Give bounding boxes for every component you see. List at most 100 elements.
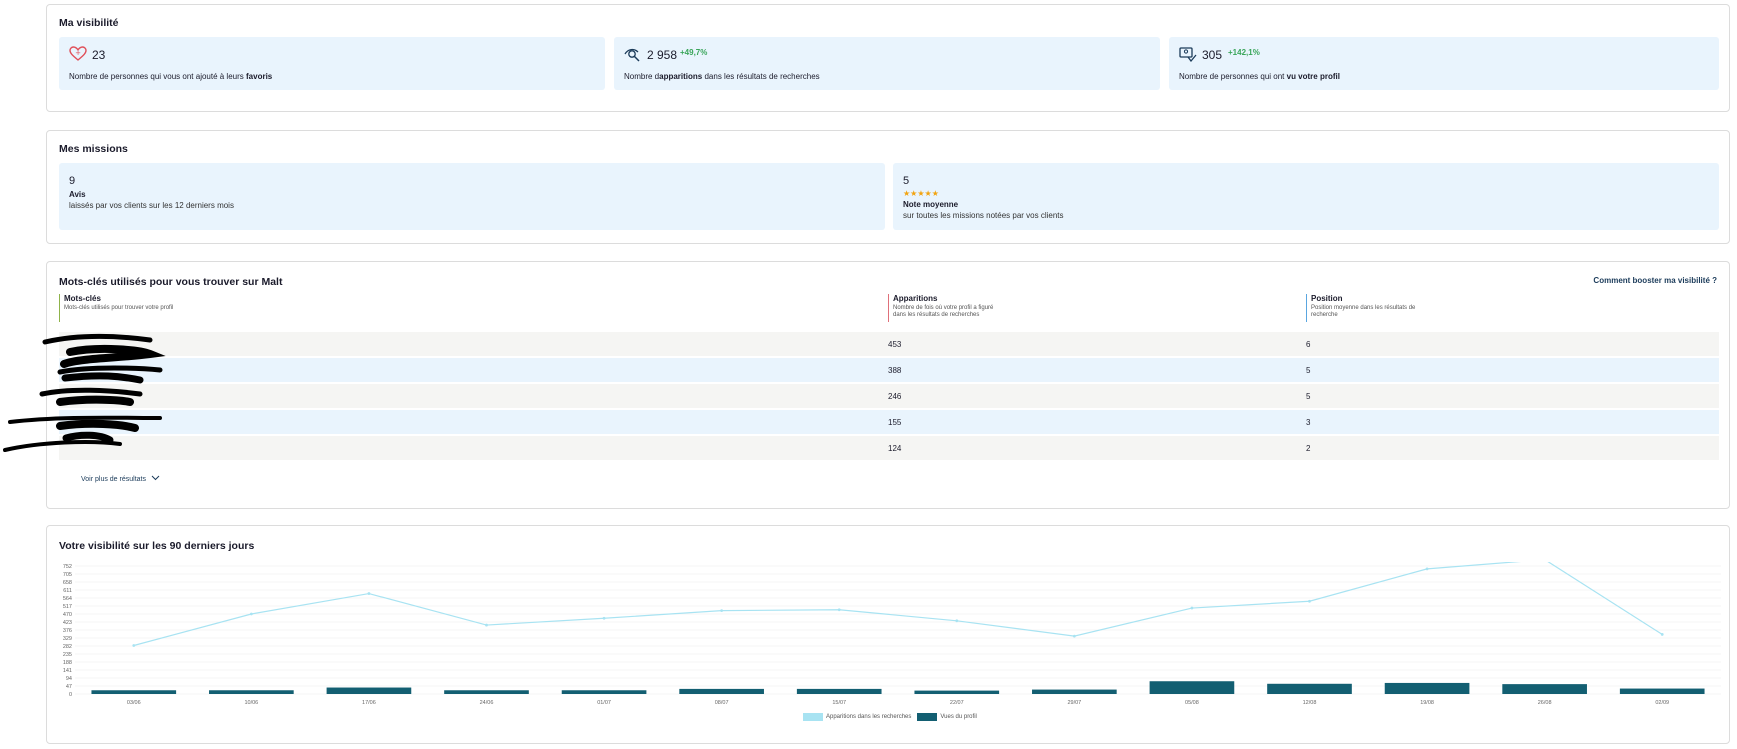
bar-views [209, 690, 294, 694]
point-appearances [249, 612, 253, 616]
reviews-value: 9 [69, 175, 76, 187]
rating-description: sur toutes les missions notées par vos c… [903, 211, 1064, 220]
legend-label-appearances: Apparitions dans les recherches [826, 714, 912, 720]
table-row: 155 3 [59, 410, 1719, 434]
appearances-stat: 2 958 +49,7% Nombre dapparitions dans le… [614, 37, 1160, 90]
y-tick-label: 517 [63, 604, 72, 610]
position-cell: 5 [1306, 392, 1311, 401]
x-tick-label: 24/06 [480, 700, 494, 706]
chevron-down-icon [151, 475, 160, 481]
table-row: 246 5 [59, 384, 1719, 408]
appearances-cell: 453 [888, 340, 902, 349]
x-tick-label: 03/06 [127, 700, 141, 706]
rating-stat: 5 ★★★★★ Note moyenne sur toutes les miss… [893, 163, 1719, 230]
keywords-title: Mots-clés utilisés pour vous trouver sur… [59, 276, 283, 288]
x-tick-label: 02/09 [1655, 700, 1669, 706]
y-tick-label: 329 [63, 636, 72, 642]
table-row: 124 2 [59, 436, 1719, 460]
column-position-title: Position [1311, 294, 1343, 303]
appearances-cell: 155 [888, 418, 902, 427]
position-cell: 5 [1306, 366, 1311, 375]
x-tick-label: 26/08 [1538, 700, 1552, 706]
y-tick-label: 752 [63, 564, 72, 570]
y-tick-label: 188 [63, 660, 72, 666]
point-appearances [485, 623, 488, 627]
profile-views-stat: 305 +142,1% Nombre de personnes qui ont … [1169, 37, 1719, 90]
see-more-results-button[interactable]: Voir plus de résultats [81, 475, 160, 483]
x-tick-label: 08/07 [715, 700, 729, 706]
heart-icon: + [69, 46, 87, 61]
y-tick-label: 0 [69, 692, 72, 698]
bar-views [796, 688, 882, 694]
legend-swatch-views [917, 713, 938, 721]
bar-views [914, 690, 1000, 694]
redaction-scribble [3, 334, 166, 452]
appearances-cell: 388 [888, 366, 902, 375]
profile-views-value: 305 [1202, 48, 1223, 62]
y-tick-label: 235 [63, 652, 72, 658]
favorites-value: 23 [92, 48, 106, 62]
profile-view-icon [1179, 47, 1197, 62]
bar-views [1149, 681, 1235, 694]
x-tick-label: 29/07 [1067, 700, 1081, 706]
bar-views [1267, 683, 1352, 694]
x-tick-label: 22/07 [950, 700, 964, 706]
rating-value: 5 [903, 175, 910, 187]
point-appearances [132, 644, 136, 647]
y-tick-label: 376 [63, 628, 72, 634]
bar-views [1502, 684, 1587, 694]
reviews-label: Avis [69, 190, 86, 199]
reviews-stat: 9 Avis laissés par vos clients sur les 1… [59, 163, 885, 230]
x-tick-label: 10/06 [244, 700, 258, 706]
booster-link[interactable]: Comment booster ma visibilité ? [1593, 276, 1717, 285]
column-appearances-title: Apparitions [893, 294, 938, 303]
y-tick-label: 282 [63, 644, 72, 650]
x-tick-label: 15/07 [832, 700, 846, 706]
bar-views [444, 690, 529, 694]
y-tick-label: 705 [63, 572, 72, 578]
appearances-delta: +49,7% [680, 48, 708, 57]
visibility-chart-card: Votre visibilité sur les 90 derniers jou… [46, 525, 1730, 744]
point-appearances [1072, 634, 1076, 638]
missions-title: Mes missions [59, 143, 128, 155]
x-tick-label: 01/07 [597, 700, 611, 706]
point-appearances [837, 608, 841, 612]
point-appearances [1190, 606, 1194, 610]
profile-views-delta: +142,1% [1228, 48, 1260, 57]
x-tick-label: 12/08 [1303, 700, 1317, 706]
bar-views [679, 688, 764, 694]
column-appearances: Apparitions Nombre de fois où votre prof… [888, 294, 1008, 322]
legend-label-views: Vues du profil [940, 714, 977, 720]
position-cell: 6 [1306, 340, 1311, 349]
bar-views [1032, 689, 1117, 694]
chart-legend: Apparitions dans les recherches Vues du … [803, 713, 977, 721]
point-appearances [602, 616, 606, 620]
eye-search-icon [624, 48, 640, 62]
favorites-stat: + 23 Nombre de personnes qui vous ont aj… [59, 37, 605, 90]
legend-swatch-appearances [803, 713, 823, 721]
favorites-description: Nombre de personnes qui vous ont ajouté … [69, 72, 273, 81]
appearances-cell: 246 [888, 392, 902, 401]
y-tick-label: 470 [63, 612, 72, 618]
y-tick-label: 94 [66, 676, 72, 682]
point-appearances [367, 592, 371, 595]
see-more-label: Voir plus de résultats [81, 476, 146, 483]
table-row: 453 6 [59, 332, 1719, 356]
line-appearances [133, 562, 1663, 647]
x-tick-label: 19/08 [1420, 700, 1434, 706]
y-tick-label: 564 [63, 596, 72, 602]
reviews-description: laissés par vos clients sur les 12 derni… [69, 201, 234, 210]
point-appearances [955, 619, 959, 623]
column-keywords-subtitle: Mots-clés utilisés pour trouver votre pr… [64, 305, 174, 311]
appearances-description: Nombre dapparitions dans les résultats d… [624, 72, 820, 81]
table-row: 388 5 [59, 358, 1719, 382]
appearances-cell: 124 [888, 444, 902, 453]
point-appearances [1425, 567, 1429, 571]
column-keywords: Mots-clés Mots-clés utilisés pour trouve… [59, 294, 459, 322]
y-tick-label: 611 [63, 588, 72, 594]
column-position-subtitle: Position moyenne dans les résultats de r… [1311, 305, 1416, 318]
bar-views [561, 690, 647, 694]
column-position: Position Position moyenne dans les résul… [1306, 294, 1426, 322]
x-tick-label: 17/06 [362, 700, 376, 706]
missions-card: Mes missions 9 Avis laissés par vos clie… [46, 130, 1730, 244]
